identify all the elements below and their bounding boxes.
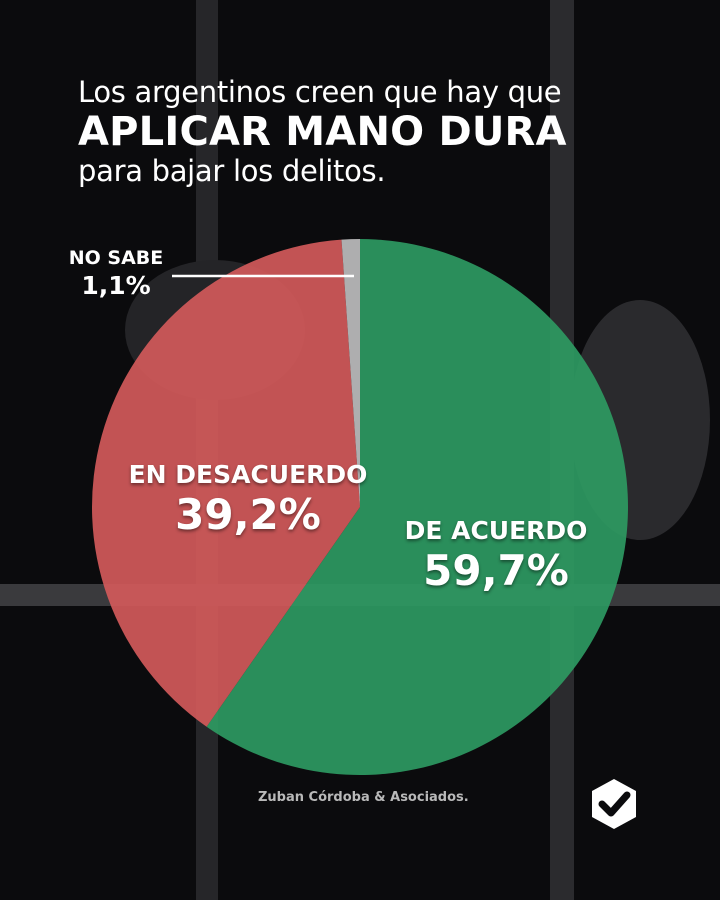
label-de-acuerdo: DE ACUERDO 59,7% bbox=[366, 516, 626, 596]
pie-slice-de-acuerdo bbox=[206, 239, 628, 775]
slice-value-de-acuerdo: 59,7% bbox=[423, 546, 569, 595]
slice-label-de-acuerdo: DE ACUERDO bbox=[404, 516, 588, 545]
slice-value-no-sabe: 1,1% bbox=[81, 271, 151, 300]
label-no-sabe: NO SABE 1,1% bbox=[66, 246, 166, 302]
source-credit: Zuban Córdoba & Asociados. bbox=[258, 790, 469, 805]
title-block: Los argentinos creen que hay que APLICAR… bbox=[78, 74, 567, 188]
slice-value-en-desacuerdo: 39,2% bbox=[175, 490, 321, 539]
label-en-desacuerdo: EN DESACUERDO 39,2% bbox=[118, 460, 378, 540]
pie-slice-no-sabe bbox=[341, 239, 360, 507]
slice-label-no-sabe: NO SABE bbox=[68, 247, 164, 269]
title-line-1: Los argentinos creen que hay que bbox=[78, 75, 562, 109]
title-line-2: APLICAR MANO DURA bbox=[78, 109, 567, 155]
title-line-3: para bajar los delitos. bbox=[78, 154, 386, 188]
pie-slice-en-desacuerdo bbox=[91, 239, 361, 727]
slice-label-en-desacuerdo: EN DESACUERDO bbox=[128, 460, 368, 489]
checkmark-hexagon-icon bbox=[592, 779, 636, 829]
